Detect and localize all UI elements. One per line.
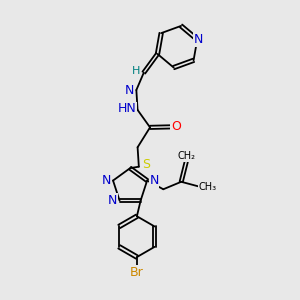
Text: CH₂: CH₂ — [178, 152, 196, 161]
Text: N: N — [101, 174, 111, 187]
Text: CH₃: CH₃ — [199, 182, 217, 192]
Text: N: N — [125, 83, 134, 97]
Text: O: O — [171, 120, 181, 134]
Text: N: N — [108, 194, 117, 207]
Text: Br: Br — [130, 266, 144, 279]
Text: H: H — [132, 66, 140, 76]
Text: N: N — [149, 174, 159, 187]
Text: HN: HN — [118, 102, 136, 115]
Text: S: S — [142, 158, 150, 171]
Text: N: N — [194, 33, 203, 46]
